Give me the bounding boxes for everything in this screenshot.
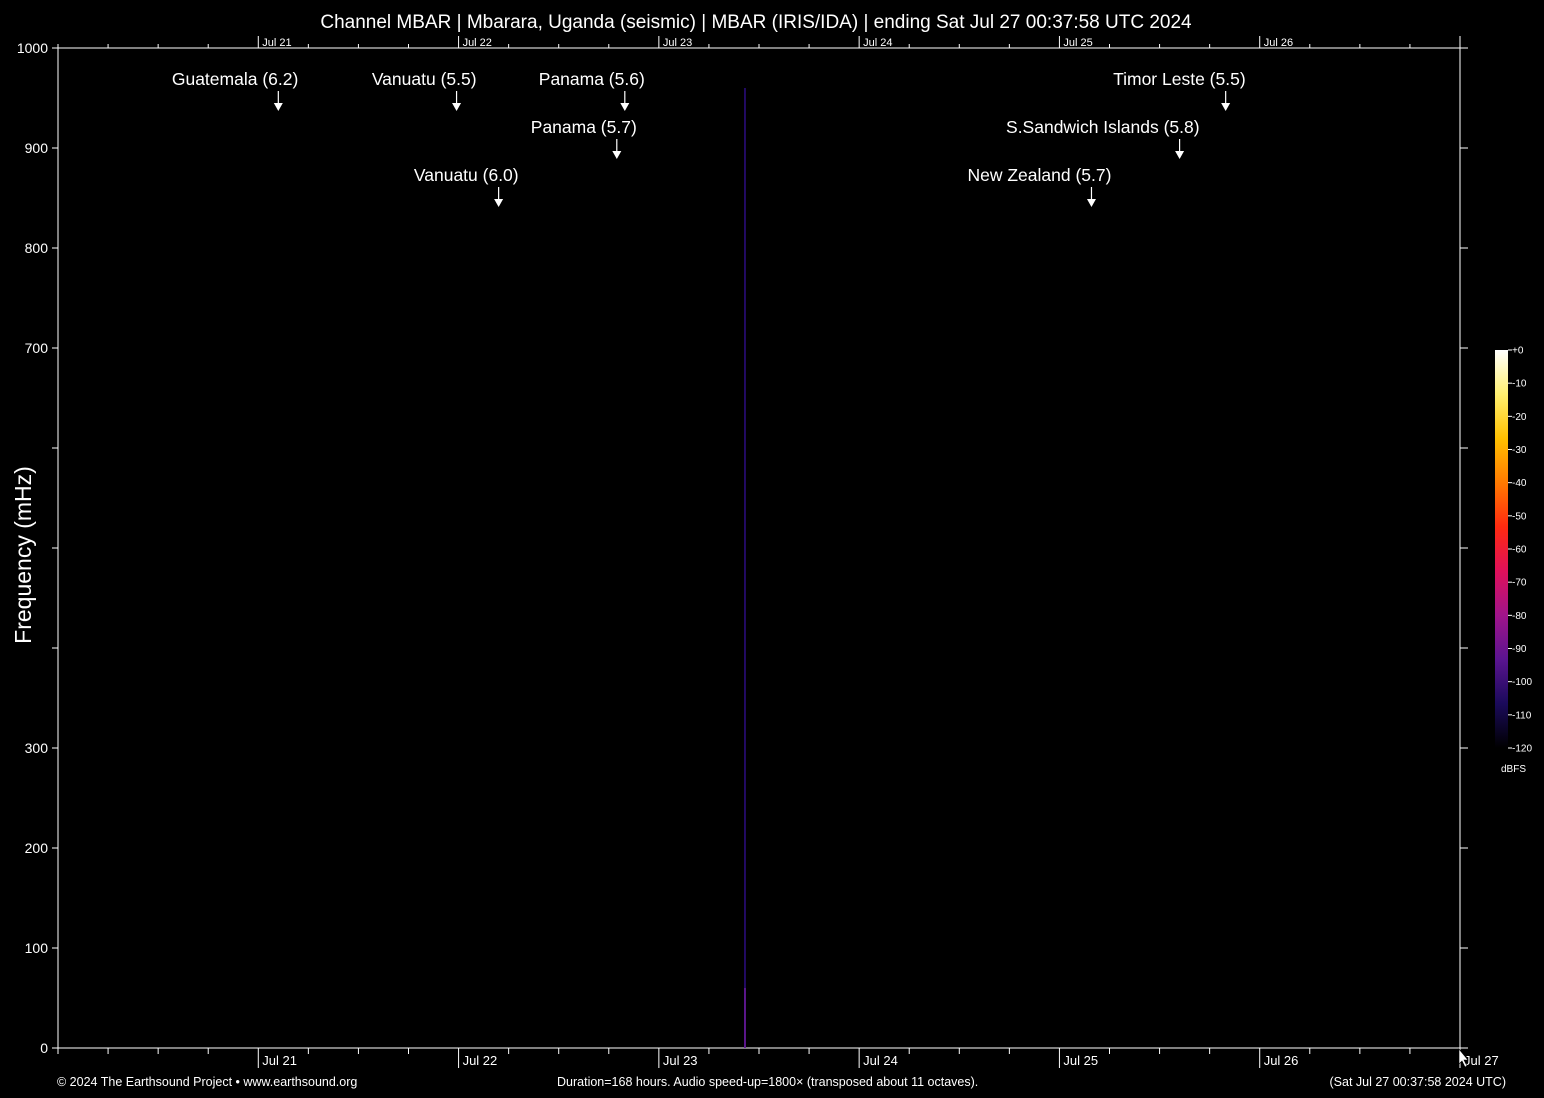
plot-area [57, 47, 1461, 1049]
colorbar-scale [1495, 350, 1508, 748]
y-tick-label: 1000 [17, 40, 48, 56]
x-tick-label-top: Jul 25 [1063, 37, 1092, 49]
colorbar-tick-label: -120 [1512, 744, 1532, 755]
colorbar-tick-label: -60 [1512, 545, 1527, 556]
event-label: Vanuatu (6.0) [414, 165, 519, 185]
y-tick-label: 0 [40, 1040, 48, 1056]
footer-copyright: © 2024 The Earthsound Project • www.eart… [57, 1075, 358, 1089]
x-tick-label-bottom: Jul 21 [262, 1053, 297, 1068]
event-label: Panama (5.7) [531, 117, 637, 137]
event-arrow-head [452, 103, 462, 111]
event-label: Panama (5.6) [539, 69, 645, 89]
event-label: Vanuatu (5.5) [372, 69, 477, 89]
x-axis-ticks: Jul 21 Jul 22 Jul 23 Jul 24 Jul 25 Jul 26 Jul … [57, 36, 1499, 1068]
y-axis-ticks: 0 100 200 300 700 800 900 1000 [17, 40, 1468, 1056]
event-arrow-head [1086, 199, 1096, 207]
y-tick-label: 300 [25, 740, 49, 756]
footer-duration: Duration=168 hours. Audio speed-up=1800×… [557, 1075, 979, 1089]
colorbar: dBFS +0 -10 -20 -30 -40 -50 -60 -70 -80 -90 -100 -1… [1495, 346, 1532, 775]
x-tick-label-bottom: Jul 27 [1464, 1053, 1499, 1068]
colorbar-tick-label: +0 [1512, 346, 1524, 357]
colorbar-tick-label: -10 [1512, 379, 1527, 390]
event-arrow-head [494, 199, 504, 207]
x-tick-label-bottom: Jul 23 [663, 1053, 698, 1068]
x-tick-label-bottom: Jul 26 [1264, 1053, 1299, 1068]
x-tick-label-bottom: Jul 22 [463, 1053, 498, 1068]
x-tick-label-top: Jul 21 [262, 37, 291, 49]
colorbar-tick-label: -110 [1512, 710, 1532, 721]
colorbar-unit: dBFS [1501, 764, 1526, 775]
x-tick-label-top: Jul 24 [863, 37, 892, 49]
x-tick-label-top: Jul 26 [1264, 37, 1293, 49]
colorbar-tick-label: -20 [1512, 412, 1527, 423]
event-label: New Zealand (5.7) [968, 165, 1112, 185]
mouse-cursor-icon [1458, 1048, 1469, 1068]
colorbar-tick-label: -30 [1512, 445, 1527, 456]
y-tick-label: 700 [25, 340, 49, 356]
event-annotations: Guatemala (6.2) Vanuatu (5.5) Panama (5.6)… [172, 69, 1246, 207]
x-tick-label-bottom: Jul 24 [863, 1053, 898, 1068]
y-tick-label: 800 [25, 240, 49, 256]
x-tick-label-bottom: Jul 25 [1063, 1053, 1098, 1068]
colorbar-tick-label: -90 [1512, 644, 1527, 655]
colorbar-tick-label: -80 [1512, 611, 1527, 622]
y-tick-label: 200 [25, 840, 49, 856]
event-arrow-head [273, 103, 283, 111]
x-tick-label-top: Jul 23 [663, 37, 692, 49]
colorbar-tick-label: -40 [1512, 478, 1527, 489]
event-label: S.Sandwich Islands (5.8) [1006, 117, 1200, 137]
event-arrow-head [1221, 103, 1231, 111]
x-tick-label-top: Jul 22 [463, 37, 492, 49]
event-arrow-head [620, 103, 630, 111]
y-tick-label: 100 [25, 940, 49, 956]
chart-title: Channel MBAR | Mbarara, Uganda (seismic)… [320, 12, 1192, 33]
event-arrow-head [1175, 151, 1185, 159]
y-axis-label: Frequency (mHz) [10, 466, 36, 644]
event-label: Guatemala (6.2) [172, 69, 298, 89]
y-tick-label: 900 [25, 140, 49, 156]
colorbar-tick-label: -100 [1512, 677, 1532, 688]
colorbar-tick-label: -70 [1512, 578, 1527, 589]
event-label: Timor Leste (5.5) [1113, 69, 1246, 89]
event-arrow-head [612, 151, 622, 159]
colorbar-tick-label: -50 [1512, 511, 1527, 522]
footer-end-time: (Sat Jul 27 00:37:58 2024 UTC) [1329, 1075, 1507, 1089]
